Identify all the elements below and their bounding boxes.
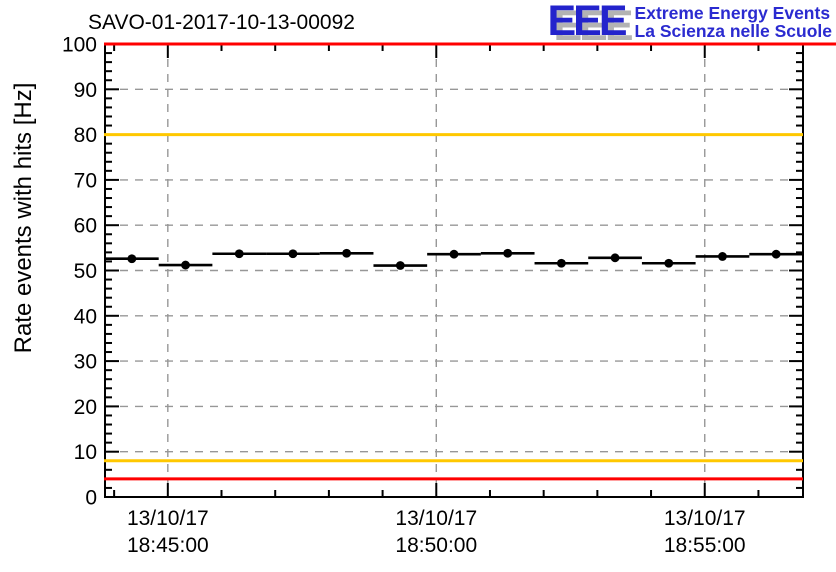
y-tick-label: 70: [74, 169, 97, 192]
data-point-marker: [503, 248, 513, 258]
data-point-marker: [718, 252, 727, 261]
eee-logo-tagline-it: La Scienza nelle Scuole: [634, 21, 832, 41]
y-tick-label: 40: [74, 305, 97, 328]
y-tick-label: 80: [74, 124, 97, 147]
y-tick-label: 90: [74, 79, 97, 102]
eee-logo-taglines: Extreme Energy Events La Scienza nelle S…: [635, 4, 832, 40]
y-tick-label: 30: [74, 351, 97, 374]
chart-title: SAVO-01-2017-10-13-00092: [88, 11, 355, 34]
y-tick-label: 50: [74, 260, 97, 283]
y-tick-label: 10: [74, 441, 97, 464]
data-point-marker: [610, 253, 620, 263]
data-point-marker: [556, 258, 566, 268]
eee-logo: EEE Extreme Energy Events La Scienza nel…: [547, 0, 833, 45]
data-point-marker: [395, 261, 405, 270]
data-point-marker: [288, 249, 298, 259]
data-point-marker: [234, 249, 244, 259]
y-tick-label: 20: [74, 396, 97, 419]
x-tick-label-date: 13/10/17: [395, 507, 477, 530]
x-tick-label-time: 18:45:00: [127, 534, 209, 557]
data-point-marker: [664, 258, 674, 268]
x-tick-label-time: 18:55:00: [664, 534, 746, 557]
data-point-marker: [449, 249, 459, 259]
x-tick-label-date: 13/10/17: [127, 507, 209, 530]
data-point-marker: [342, 248, 352, 258]
x-tick-label-time: 18:50:00: [395, 534, 477, 557]
y-tick-label: 0: [85, 487, 97, 510]
y-tick-label: 60: [74, 215, 97, 238]
y-tick-label: 100: [62, 34, 97, 57]
x-tick-label-date: 13/10/17: [664, 507, 746, 530]
y-axis-title: Rate events with hits [Hz]: [10, 83, 37, 354]
eee-logo-tagline-en: Extreme Energy Events: [634, 3, 831, 23]
data-point-marker: [127, 254, 137, 264]
eee-logo-acronym: EEE: [547, 0, 628, 45]
data-point-marker: [771, 249, 781, 259]
data-point-marker: [181, 260, 190, 270]
